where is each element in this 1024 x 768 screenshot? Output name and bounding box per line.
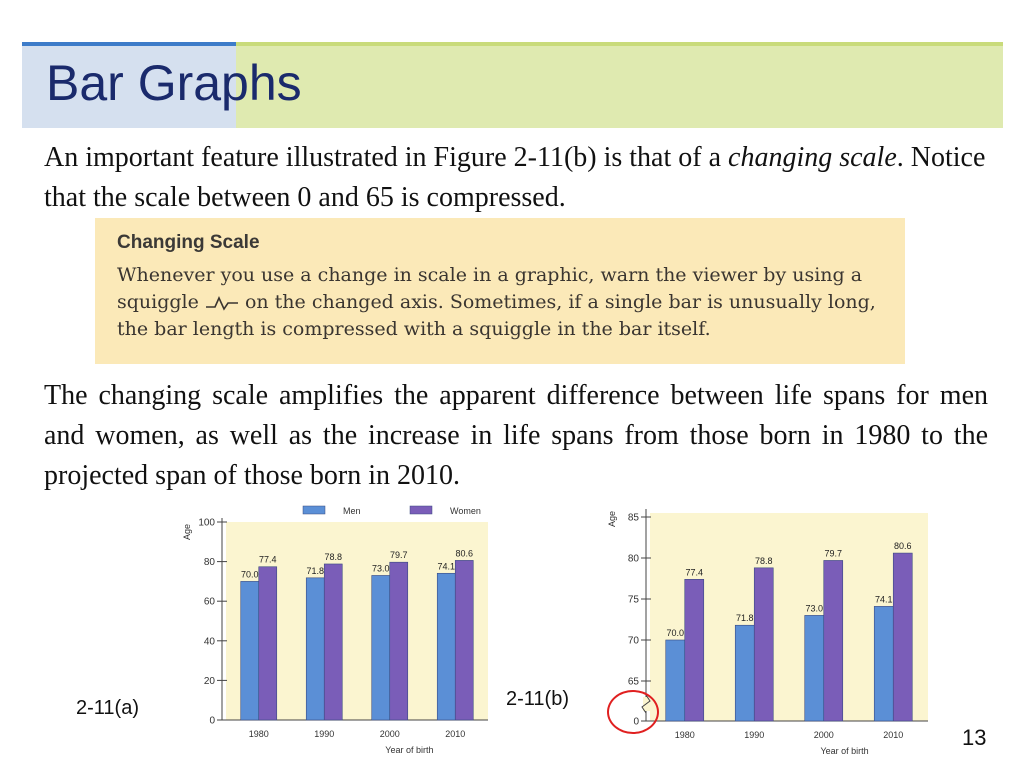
chart-b-y-axis-label: Age xyxy=(607,511,617,527)
chart-a-data-label: 73.0 xyxy=(372,563,390,573)
chart-b-data-label: 70.0 xyxy=(666,628,684,638)
explanation-paragraph: The changing scale amplifies the apparen… xyxy=(44,380,988,491)
chart-a-y-tick-label: 40 xyxy=(204,636,216,647)
page-number: 13 xyxy=(962,725,987,750)
intro-text-end: . Notice that the scale between 0 and 65… xyxy=(44,142,986,213)
chart-a-data-label: 78.8 xyxy=(324,552,342,562)
chart-b-data-label: 78.8 xyxy=(755,556,773,566)
chart-a-y-tick-label: 60 xyxy=(204,597,216,608)
chart-a-x-tick-label: 2000 xyxy=(380,729,400,739)
chart-a-x-tick-label: 2010 xyxy=(445,729,465,739)
chart-b-bar-men xyxy=(873,606,894,722)
chart-a-svg: 0 20 40 60 80 100 Age 70.077.4 1980 71.878.8 1990 7… xyxy=(182,505,488,755)
chart-b-data-label: 77.4 xyxy=(685,567,703,577)
chart-a-data-label: 74.1 xyxy=(437,561,455,571)
highlight-circle xyxy=(607,690,659,734)
slide-title: Bar Graphs xyxy=(46,55,302,111)
intro-text-start: An important feature illustrated in Figu… xyxy=(44,142,729,173)
callout-text-1: Whenever you use a change in scale in a … xyxy=(117,264,863,313)
legend-swatch-men xyxy=(302,505,326,515)
chart-b-y-tick-label: 70 xyxy=(628,636,640,647)
legend-swatch-women xyxy=(409,505,433,515)
figure-label-a: 2-11(a) xyxy=(76,697,139,719)
callout-text-2: on the changed axis. Sometimes, if a sin… xyxy=(117,291,876,340)
chart-a-y-tick-label: 80 xyxy=(204,557,216,568)
chart-a-data-label: 80.6 xyxy=(455,548,473,558)
chart-b-x-tick-label: 1980 xyxy=(675,730,695,740)
chart-b-data-label: 71.8 xyxy=(736,613,754,623)
callout-heading: Changing Scale xyxy=(117,232,260,253)
chart-b-svg: 06570758085Age70.077.4198071.878.8199073… xyxy=(607,509,928,756)
chart-a-data-label: 70.0 xyxy=(241,569,259,579)
chart-a-y-tick-label: 100 xyxy=(198,518,215,529)
chart-a-bar-women xyxy=(389,561,409,721)
intro-text-italic: changing scale xyxy=(728,142,897,173)
chart-b-x-tick-label: 2000 xyxy=(814,730,834,740)
chart-b-bar-men xyxy=(804,615,825,722)
chart-b-y-tick-label: 85 xyxy=(628,513,640,524)
changing-scale-callout: Changing Scale Whenever you use a change… xyxy=(95,218,905,364)
intro-paragraph: An important feature illustrated in Figu… xyxy=(44,138,1016,218)
chart-a-x-tick-label: 1980 xyxy=(249,729,269,739)
title-band-accent xyxy=(22,42,236,128)
chart-b-x-axis-label: Year of birth xyxy=(820,746,868,756)
figure-label-b: 2-11(b) xyxy=(506,688,569,710)
chart-b-data-label: 79.7 xyxy=(824,548,842,558)
chart-a-data-label: 77.4 xyxy=(259,555,277,565)
chart-b-y-tick-label: 65 xyxy=(628,677,640,688)
chart-b-data-label: 74.1 xyxy=(875,594,893,604)
chart-a-x-tick-label: 1990 xyxy=(314,729,334,739)
chart-a-bar-men xyxy=(436,572,456,721)
squiggle-icon xyxy=(205,296,238,311)
chart-a-data-label: 71.8 xyxy=(306,566,324,576)
chart-b-bar-women xyxy=(823,560,844,722)
legend-label-women: Women xyxy=(450,506,481,516)
chart-b-bar-women xyxy=(684,579,705,722)
chart-b-bar-women xyxy=(753,567,774,722)
chart-a-data-label: 79.7 xyxy=(390,550,408,560)
chart-a-bar-women xyxy=(258,566,278,721)
chart-a-x-axis-label: Year of birth xyxy=(385,745,433,755)
chart-a-bar-men xyxy=(240,581,260,721)
chart-b: 0 65 70 75 80 85 Age 70.0 77.4 1980 71.8 78.8 1990 73… xyxy=(602,505,932,768)
callout-body: Whenever you use a change in scale in a … xyxy=(117,262,883,343)
chart-a-y-tick-label: 20 xyxy=(204,676,216,687)
chart-a-bar-women xyxy=(323,563,343,721)
chart-b-bar-men xyxy=(734,624,755,722)
chart-a-y-axis-label: Age xyxy=(182,524,192,540)
title-band xyxy=(236,42,1003,128)
chart-a-bar-men xyxy=(305,577,325,721)
chart-b-data-label: 73.0 xyxy=(805,603,823,613)
chart-b-data-label: 80.6 xyxy=(894,541,912,551)
chart-a: 0 20 40 60 80 100 Age 70.0 77.4 1980 71.8 78.8 1990 7… xyxy=(178,500,494,767)
chart-a-bar-men xyxy=(371,575,391,721)
chart-b-x-tick-label: 1990 xyxy=(744,730,764,740)
chart-a-y-tick-label: 0 xyxy=(209,716,215,727)
chart-a-bar-women xyxy=(454,560,474,721)
chart-b-y-tick-label: 75 xyxy=(628,595,640,606)
chart-b-bar-women xyxy=(892,552,913,722)
legend-label-men: Men xyxy=(343,506,361,516)
chart-b-y-tick-label: 80 xyxy=(628,554,640,565)
chart-b-bar-men xyxy=(665,639,686,722)
chart-b-x-tick-label: 2010 xyxy=(883,730,903,740)
